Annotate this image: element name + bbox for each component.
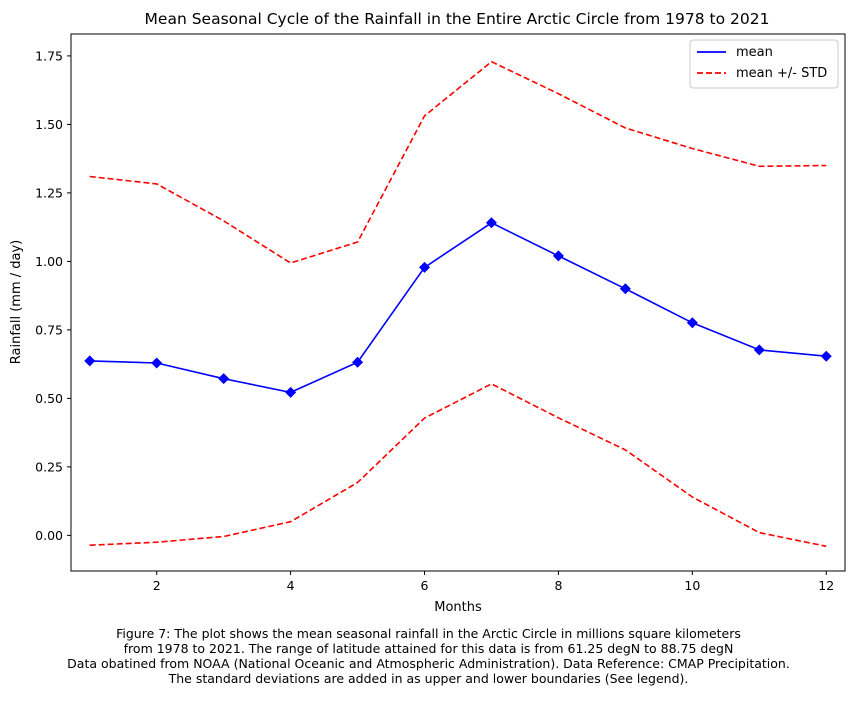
mean-point — [419, 261, 431, 273]
plot-frame — [70, 33, 846, 572]
y-tick-label: 1.75 — [35, 48, 63, 63]
legend-box — [689, 39, 839, 89]
x-axis: 2 4 6 8 10 12 — [153, 571, 834, 593]
caption-line: Data obatined from NOAA (National Oceani… — [67, 656, 790, 671]
y-tick-label: 1.50 — [35, 117, 63, 132]
y-tick-label: 0.25 — [35, 459, 63, 474]
mean-point — [84, 355, 96, 367]
y-tick-label: 0.00 — [35, 528, 63, 543]
lower-std-line — [89, 383, 827, 548]
chart-title: Mean Seasonal Cycle of the Rainfall in t… — [145, 10, 770, 28]
x-tick-label: 6 — [421, 578, 429, 593]
x-tick-label: 10 — [684, 578, 700, 593]
y-tick-label: 0.50 — [35, 391, 63, 406]
plot-lines — [84, 60, 832, 548]
chart: Mean Seasonal Cycle of the Rainfall in t… — [9, 10, 846, 615]
mean-line — [89, 221, 827, 394]
x-tick-label: 8 — [554, 578, 562, 593]
x-tick-label: 4 — [287, 578, 295, 593]
mean-point — [151, 357, 163, 369]
x-axis-label: Months — [434, 600, 482, 615]
y-axis-label: Rainfall (mm / day) — [9, 240, 24, 365]
mean-point — [619, 283, 631, 295]
y-tick-label: 0.75 — [35, 322, 63, 337]
caption-line: The standard deviations are added in as … — [168, 671, 689, 686]
y-axis: 0.00 0.25 0.50 0.75 1.00 1.25 1.50 1.75 — [35, 48, 71, 543]
legend: mean mean +/- STD — [689, 39, 839, 89]
mean-point — [552, 250, 564, 262]
x-tick-label: 12 — [818, 578, 834, 593]
figure-caption: Figure 7: The plot shows the mean season… — [0, 626, 857, 686]
y-tick-label: 1.25 — [35, 185, 63, 200]
x-tick-label: 2 — [153, 578, 161, 593]
legend-mean-label: mean — [736, 45, 773, 60]
mean-point — [485, 217, 497, 229]
mean-point — [285, 386, 297, 398]
caption-line: Figure 7: The plot shows the mean season… — [116, 626, 741, 641]
mean-point — [686, 317, 698, 329]
mean-point — [753, 344, 765, 356]
mean-point — [820, 350, 832, 362]
caption-line: from 1978 to 2021. The range of latitude… — [123, 641, 734, 656]
legend-std-label: mean +/- STD — [736, 66, 827, 81]
upper-std-line — [89, 60, 827, 264]
mean-point — [218, 373, 230, 385]
y-tick-label: 1.00 — [35, 254, 63, 269]
mean-point — [352, 356, 364, 368]
